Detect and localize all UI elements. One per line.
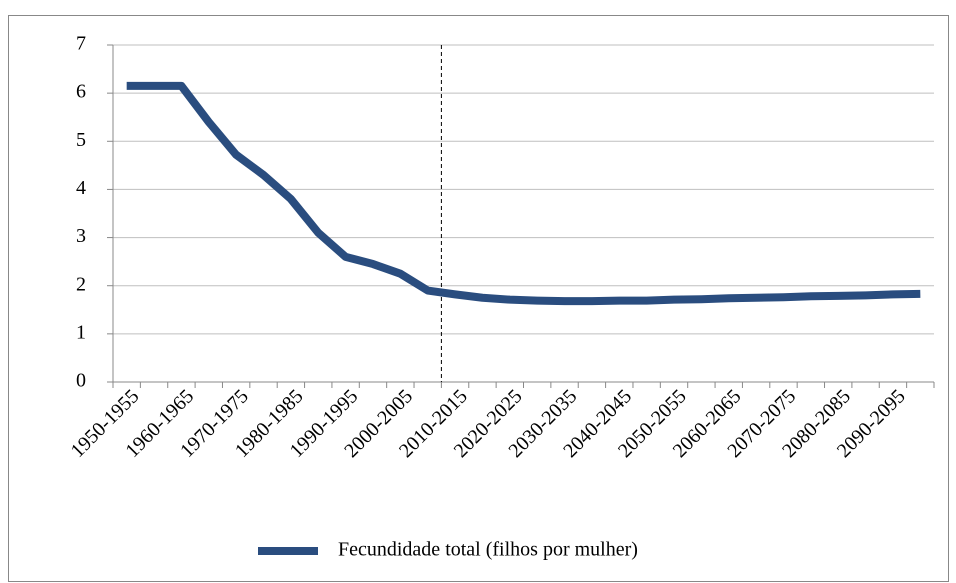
y-tick-label: 6	[76, 81, 86, 103]
y-tick-label: 1	[76, 321, 86, 343]
y-tick-label: 5	[76, 129, 86, 151]
y-tick-label: 2	[76, 273, 86, 295]
y-tick-label: 4	[76, 177, 86, 199]
y-tick-label: 0	[76, 370, 86, 392]
legend-label: Fecundidade total (filhos por mulher)	[338, 539, 638, 561]
y-tick-label: 7	[76, 33, 86, 55]
y-tick-label: 3	[76, 225, 86, 247]
data-line	[126, 81, 921, 306]
